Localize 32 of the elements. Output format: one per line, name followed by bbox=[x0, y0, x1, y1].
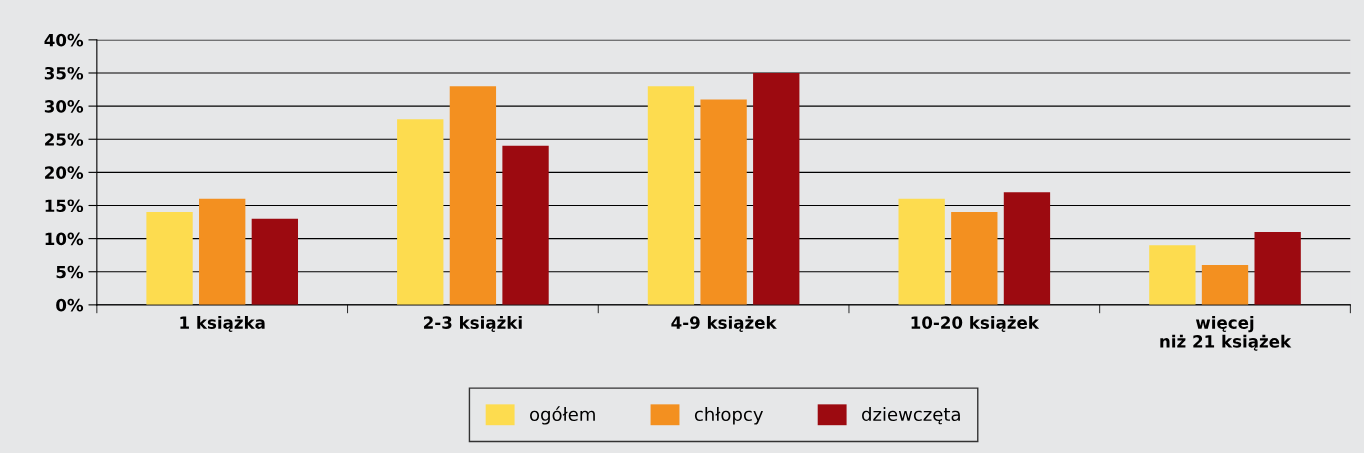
bar bbox=[1254, 231, 1301, 305]
y-tick-label: 10% bbox=[45, 232, 84, 246]
bar bbox=[397, 119, 444, 305]
bar bbox=[251, 218, 299, 305]
y-tick-label: 30% bbox=[44, 100, 84, 113]
x-tick-label: 4-9 książek bbox=[671, 315, 777, 332]
y-tick-label: 40% bbox=[44, 33, 84, 47]
x-tick-label: więcej niż 21 książek bbox=[1160, 315, 1292, 351]
x-tick-label: 2-3 książki bbox=[424, 315, 522, 332]
y-tick-label: 15% bbox=[45, 199, 84, 213]
y-tick-label: 35% bbox=[44, 66, 84, 80]
y-tick-label: 5% bbox=[56, 265, 84, 279]
legend-label: dziewczęta bbox=[862, 407, 960, 425]
legend-label: ogółem bbox=[530, 406, 595, 425]
bar bbox=[502, 145, 549, 305]
x-tick-label: 10-20 książek bbox=[911, 315, 1040, 332]
x-tick-label: 1 książka bbox=[180, 315, 265, 332]
bar bbox=[898, 198, 945, 305]
legend-label: chłopcy bbox=[694, 407, 763, 425]
bar bbox=[951, 212, 998, 305]
y-tick-label: 0% bbox=[56, 298, 84, 312]
bar bbox=[753, 72, 800, 305]
bar bbox=[449, 86, 497, 305]
bar bbox=[1149, 245, 1196, 305]
y-tick-label: 20% bbox=[45, 166, 84, 179]
bar bbox=[1201, 265, 1249, 305]
bar bbox=[1003, 192, 1051, 305]
bar bbox=[700, 99, 747, 305]
bar bbox=[146, 212, 193, 305]
y-tick-label: 25% bbox=[45, 133, 84, 146]
bar bbox=[647, 86, 695, 305]
bar bbox=[199, 198, 246, 305]
